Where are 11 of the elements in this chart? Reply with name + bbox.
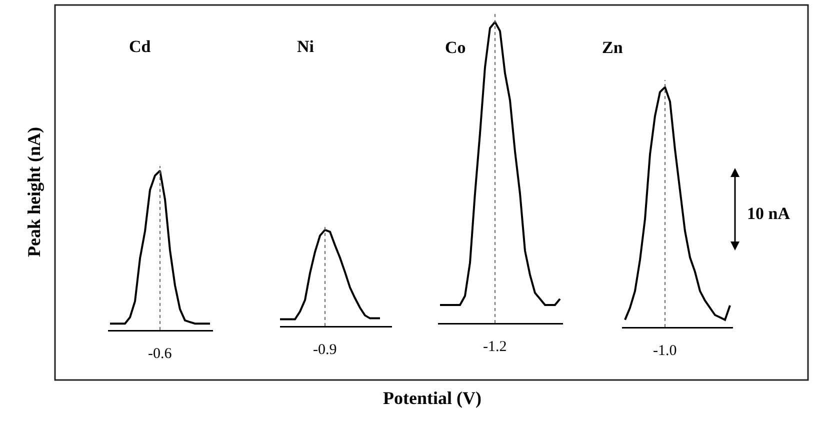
series-label: Co	[445, 38, 466, 57]
x-axis-title: -1.0	[653, 343, 677, 359]
x-axis-title: -0.9	[313, 342, 337, 358]
x-axis-title: -0.6	[148, 346, 172, 362]
text: Cd	[129, 37, 152, 56]
text: Potential (V)	[383, 388, 482, 408]
text: Peak height (nA)	[24, 126, 44, 257]
x-axis-title: -1.2	[483, 339, 507, 355]
text: 10 nA	[747, 204, 791, 223]
text: Zn	[602, 38, 624, 57]
text: Ni	[297, 37, 314, 56]
